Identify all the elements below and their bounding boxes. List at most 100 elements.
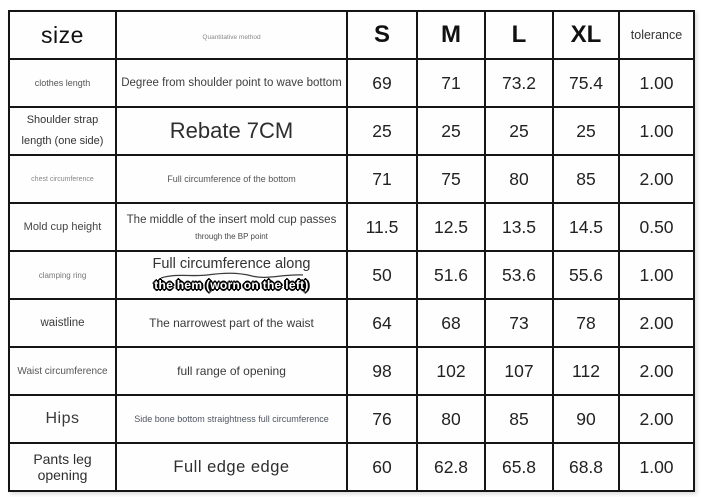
row-name-line2: length (one side): [21, 135, 104, 147]
cell-value-l: 73: [484, 298, 554, 348]
row-desc-cell: Full edge edge: [115, 442, 348, 492]
cell-value-l: 85: [484, 394, 554, 444]
cell-value-m: 12.5: [416, 202, 486, 252]
table-row-hips: Hips Side bone bottom straightness full …: [8, 394, 695, 444]
row-name: Hips: [45, 410, 80, 427]
header-tolerance: tolerance: [618, 10, 695, 60]
cell-tolerance: 1.00: [618, 106, 695, 156]
row-name: waistline: [40, 317, 85, 329]
cell-value-xl: 14.5: [552, 202, 620, 252]
row-desc: Full circumference along: [152, 256, 311, 272]
cell-value-l: 73.2: [484, 58, 554, 108]
row-desc-cell: full range of opening: [115, 346, 348, 396]
cell-value-l: 13.5: [484, 202, 554, 252]
header-size: size: [8, 10, 117, 60]
row-name: Waist circumference: [17, 365, 108, 377]
row-name-cell: Mold cup height: [8, 202, 117, 252]
row-desc-cell: Side bone bottom straightness full circu…: [115, 394, 348, 444]
cell-value-m: 68: [416, 298, 486, 348]
cell-value-l: 53.6: [484, 250, 554, 300]
row-desc: full range of opening: [177, 364, 286, 378]
cell-tolerance: 0.50: [618, 202, 695, 252]
cell-value-l: 80: [484, 154, 554, 204]
row-desc: Rebate 7CM: [169, 118, 294, 143]
size-m-label: M: [441, 21, 461, 48]
row-desc: Full circumference of the bottom: [167, 174, 296, 184]
header-method: Quantitative method: [115, 10, 348, 60]
row-desc: Degree from shoulder point to wave botto…: [121, 77, 342, 89]
row-desc-cell: Rebate 7CM: [115, 106, 348, 156]
cell-value-xl: 55.6: [552, 250, 620, 300]
row-name: chest circumference: [31, 175, 94, 183]
table-row-waist-circumference: Waist circumference full range of openin…: [8, 346, 695, 396]
header-size-l: L: [484, 10, 554, 60]
header-size-m: M: [416, 10, 486, 60]
row-desc: Side bone bottom straightness full circu…: [134, 414, 329, 424]
row-name-cell: Waist circumference: [8, 346, 117, 396]
cell-tolerance: 1.00: [618, 58, 695, 108]
cell-value-xl: 75.4: [552, 58, 620, 108]
row-desc-cell: The narrowest part of the waist: [115, 298, 348, 348]
cell-value-m: 25: [416, 106, 486, 156]
size-chart-table: size Quantitative method S M L XL tolera…: [8, 10, 695, 492]
cell-value-m: 80: [416, 394, 486, 444]
cell-value-s: 71: [346, 154, 418, 204]
cell-value-m: 102: [416, 346, 486, 396]
size-xl-label: XL: [570, 21, 602, 48]
cell-value-s: 69: [346, 58, 418, 108]
table-row-clothes-length: clothes length Degree from shoulder poin…: [8, 58, 695, 108]
cell-value-xl: 90: [552, 394, 620, 444]
cell-tolerance: 1.00: [618, 442, 695, 492]
size-l-label: L: [511, 21, 527, 48]
row-desc-line2: through the BP point: [195, 231, 268, 241]
row-desc: The middle of the insert mold cup passes: [126, 213, 337, 226]
header-row: size Quantitative method S M L XL tolera…: [8, 10, 695, 60]
row-name-cell: Hips: [8, 394, 117, 444]
cell-value-s: 25: [346, 106, 418, 156]
cell-value-m: 71: [416, 58, 486, 108]
table-row-shoulder-strap: Shoulder strap length (one side) Rebate …: [8, 106, 695, 156]
cell-value-s: 60: [346, 442, 418, 492]
row-name-cell: chest circumference: [8, 154, 117, 204]
method-header-label: Quantitative method: [202, 34, 261, 41]
cell-value-m: 75: [416, 154, 486, 204]
size-s-label: S: [373, 21, 390, 48]
header-size-xl: XL: [552, 10, 620, 60]
cell-tolerance: 2.00: [618, 154, 695, 204]
cell-value-s: 76: [346, 394, 418, 444]
cell-tolerance: 1.00: [618, 250, 695, 300]
cell-value-s: 98: [346, 346, 418, 396]
cell-value-xl: 78: [552, 298, 620, 348]
table-row-pants-leg-opening: Pants leg opening Full edge edge 60 62.8…: [8, 442, 695, 492]
table-row-chest-circumference: chest circumference Full circumference o…: [8, 154, 695, 204]
cell-value-xl: 112: [552, 346, 620, 396]
row-desc-cell: Degree from shoulder point to wave botto…: [115, 58, 348, 108]
cell-tolerance: 2.00: [618, 298, 695, 348]
row-name: clamping ring: [38, 270, 87, 280]
cell-value-xl: 68.8: [552, 442, 620, 492]
cell-value-m: 62.8: [416, 442, 486, 492]
cell-value-xl: 25: [552, 106, 620, 156]
row-desc: Full edge edge: [173, 457, 290, 476]
size-header-label: size: [41, 21, 84, 48]
cell-value-s: 11.5: [346, 202, 418, 252]
row-name-cell: Shoulder strap length (one side): [8, 106, 117, 156]
row-name: clothes length: [34, 78, 91, 88]
row-name-cell: Pants leg opening: [8, 442, 117, 492]
row-name-cell: clothes length: [8, 58, 117, 108]
row-name: Pants leg opening: [33, 451, 92, 483]
row-desc: The narrowest part of the waist: [149, 316, 314, 330]
row-name: Shoulder strap: [26, 114, 99, 127]
table-row-waistline: waistline The narrowest part of the wais…: [8, 298, 695, 348]
cell-value-l: 65.8: [484, 442, 554, 492]
row-name: Mold cup height: [23, 221, 102, 233]
row-desc-cell: Full circumference along the hem (worn o…: [115, 250, 348, 300]
row-desc-cell: Full circumference of the bottom: [115, 154, 348, 204]
table-row-mold-cup-height: Mold cup height The middle of the insert…: [8, 202, 695, 252]
cell-tolerance: 2.00: [618, 346, 695, 396]
cell-value-s: 64: [346, 298, 418, 348]
cell-value-l: 107: [484, 346, 554, 396]
row-name-cell: clamping ring: [8, 250, 117, 300]
cell-value-s: 50: [346, 250, 418, 300]
